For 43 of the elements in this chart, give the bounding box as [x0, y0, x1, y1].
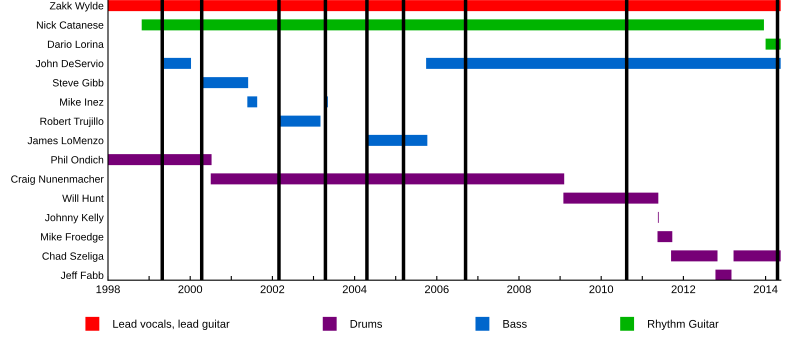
bar	[563, 192, 658, 204]
y-tick-label: Johnny Kelly	[44, 214, 104, 224]
bar	[247, 96, 258, 108]
y-tick-label: Steve Gibb	[52, 78, 104, 86]
x-tick-label: 2014	[754, 285, 778, 294]
bar	[278, 116, 320, 127]
bar	[162, 58, 192, 69]
legend-label: Bass	[503, 320, 527, 328]
bar	[142, 19, 764, 30]
x-tick-label: 2012	[672, 285, 696, 294]
x-tick-label: 2004	[342, 285, 367, 294]
y-tick-label: Nick Catanese	[36, 21, 104, 29]
bar	[671, 250, 718, 262]
bar	[202, 77, 248, 88]
y-tick-label: Robert Trujillo	[40, 117, 104, 128]
bar	[658, 231, 672, 242]
y-tick-label: Dario Lorina	[48, 40, 104, 48]
x-tick-label: 2006	[425, 285, 449, 294]
y-tick-label: Mike Froedge	[41, 232, 104, 243]
x-tick-label: 2002	[260, 285, 284, 294]
bar	[734, 250, 781, 262]
y-tick-label: Mike Inez	[60, 98, 104, 106]
x-tick-label: 1998	[96, 285, 120, 294]
y-tick-label: James LoMenzo	[28, 136, 104, 144]
y-tick-label: Jeff Fabb	[60, 271, 104, 280]
bar	[426, 58, 781, 69]
legend-label: Lead vocals, lead guitar	[113, 320, 230, 330]
bar	[715, 270, 732, 280]
bar	[108, 154, 212, 166]
y-tick-label: Chad Szeliga	[42, 252, 104, 262]
y-tick-label: Zakk Wylde	[50, 2, 104, 12]
bar	[366, 134, 428, 146]
x-tick-label: 2008	[507, 285, 531, 294]
bar	[210, 173, 564, 184]
x-tick-label: 2000	[178, 285, 202, 294]
legend-label: Rhythm Guitar	[648, 320, 719, 330]
y-tick-label: John DeServio	[36, 60, 104, 68]
y-tick-label: Craig Nunenmacher	[11, 175, 104, 185]
x-tick-label: 2010	[589, 285, 614, 294]
y-tick-label: Phil Ondich	[51, 156, 104, 164]
y-tick-label: Will Hunt	[62, 194, 104, 202]
legend-label: Drums	[350, 320, 382, 328]
bar	[108, 0, 781, 12]
